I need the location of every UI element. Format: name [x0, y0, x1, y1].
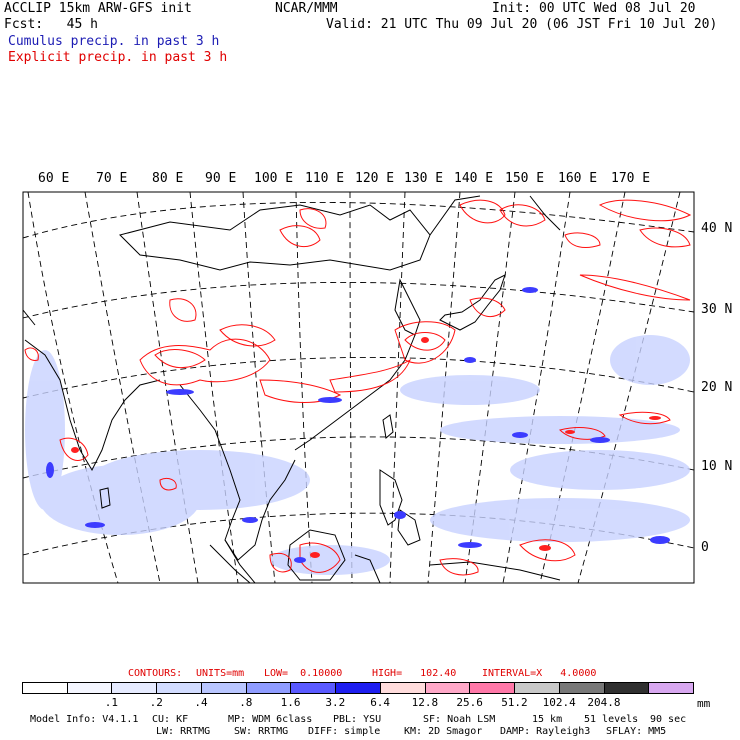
lon-label: 140 E: [454, 171, 494, 186]
cumulus-legend: Cumulus precip. in past 3 h: [8, 34, 220, 49]
lon-label: 70 E: [96, 171, 128, 186]
contours-interval: INTERVAL=X 4.0000: [482, 668, 597, 679]
sf-scheme: SF: Noah LSM: [423, 714, 496, 725]
colorbar-tick-label: 1.6: [280, 696, 301, 709]
damp-scheme: DAMP: Rayleigh3: [500, 726, 591, 737]
institution-label: NCAR/MMM: [275, 1, 338, 16]
contours-low: LOW= 0.10000: [264, 668, 343, 679]
cumulus-precip-cells: [46, 287, 670, 563]
colorbar-unit: mm: [697, 697, 711, 710]
colorbar-swatch: [112, 683, 158, 693]
colorbar-swatch: [380, 683, 426, 693]
levels: 51 levels: [584, 714, 639, 725]
resolution: 15 km: [532, 714, 563, 725]
colorbar: [22, 682, 694, 694]
lat-label: 0: [701, 540, 709, 555]
lon-label: 170 E: [611, 171, 651, 186]
colorbar-swatch: [157, 683, 202, 693]
pbl-scheme: PBL: YSU: [333, 714, 382, 725]
sw-scheme: SW: RRTMG: [234, 726, 289, 737]
lon-label: 90 E: [205, 171, 237, 186]
model-info: Model Info: V4.1.1: [30, 714, 139, 725]
lon-label: 120 E: [355, 171, 395, 186]
colorbar-tick-label: 12.8: [411, 696, 439, 709]
lat-label: 10 N: [701, 459, 733, 474]
colorbar-tick-label: 6.4: [370, 696, 391, 709]
lon-label: 150 E: [505, 171, 545, 186]
colorbar-swatch: [604, 683, 650, 693]
colorbar-swatch: [67, 683, 113, 693]
plot-title: ACCLIP 15km ARW-GFS init: [4, 1, 192, 16]
timestep: 90 sec: [650, 714, 687, 725]
init-time: Init: 00 UTC Wed 08 Jul 20: [492, 1, 696, 16]
lat-label: 40 N: [701, 221, 733, 236]
colorbar-tick-label: 25.6: [456, 696, 483, 709]
colorbar-swatch: [246, 683, 292, 693]
colorbar-tick-label: 51.2: [501, 696, 528, 709]
contours-units: UNITS=mm: [196, 668, 245, 679]
colorbar-tick-label: .1: [104, 696, 119, 709]
cu-scheme: CU: KF: [152, 714, 189, 725]
lon-label: 100 E: [254, 171, 294, 186]
colorbar-swatch: [515, 683, 560, 693]
colorbar-swatch: [470, 683, 516, 693]
colorbar-swatch: [23, 683, 68, 693]
mp-scheme: MP: WDM 6class: [228, 714, 313, 725]
colorbar-swatch: [425, 683, 471, 693]
lon-label: 80 E: [152, 171, 184, 186]
lw-scheme: LW: RRTMG: [156, 726, 211, 737]
forecast-hour: Fcst: 45 h: [4, 17, 98, 32]
valid-time: Valid: 21 UTC Thu 09 Jul 20 (06 JST Fri …: [326, 17, 718, 32]
sflay-scheme: SFLAY: MM5: [606, 726, 667, 737]
lon-label: 60 E: [38, 171, 70, 186]
km-scheme: KM: 2D Smagor: [404, 726, 483, 737]
colorbar-swatch: [649, 683, 694, 693]
colorbar-tick-label: 102.4: [542, 696, 576, 709]
colorbar-tick-label: .2: [149, 696, 163, 709]
colorbar-tick-label: 204.8: [587, 696, 621, 709]
lat-label: 20 N: [701, 380, 733, 395]
lat-label: 30 N: [701, 302, 733, 317]
contours-label: CONTOURS:: [128, 668, 183, 679]
explicit-precip-contours: [24, 199, 692, 576]
diff-scheme: DIFF: simple: [308, 726, 381, 737]
colorbar-swatch: [201, 683, 247, 693]
colorbar-swatch: [559, 683, 605, 693]
colorbar-tick-label: 3.2: [325, 696, 346, 709]
explicit-legend: Explicit precip. in past 3 h: [8, 50, 228, 65]
colorbar-tick-label: .4: [194, 696, 208, 709]
explicit-precip-cells: [71, 337, 661, 558]
lon-label: 110 E: [305, 171, 345, 186]
colorbar-swatch: [291, 683, 337, 693]
lon-label: 160 E: [558, 171, 598, 186]
colorbar-swatch: [336, 683, 381, 693]
coastlines: [23, 195, 561, 583]
contours-high: HIGH= 102.40: [372, 668, 457, 679]
lon-label: 130 E: [404, 171, 444, 186]
colorbar-tick-label: .8: [239, 696, 253, 709]
